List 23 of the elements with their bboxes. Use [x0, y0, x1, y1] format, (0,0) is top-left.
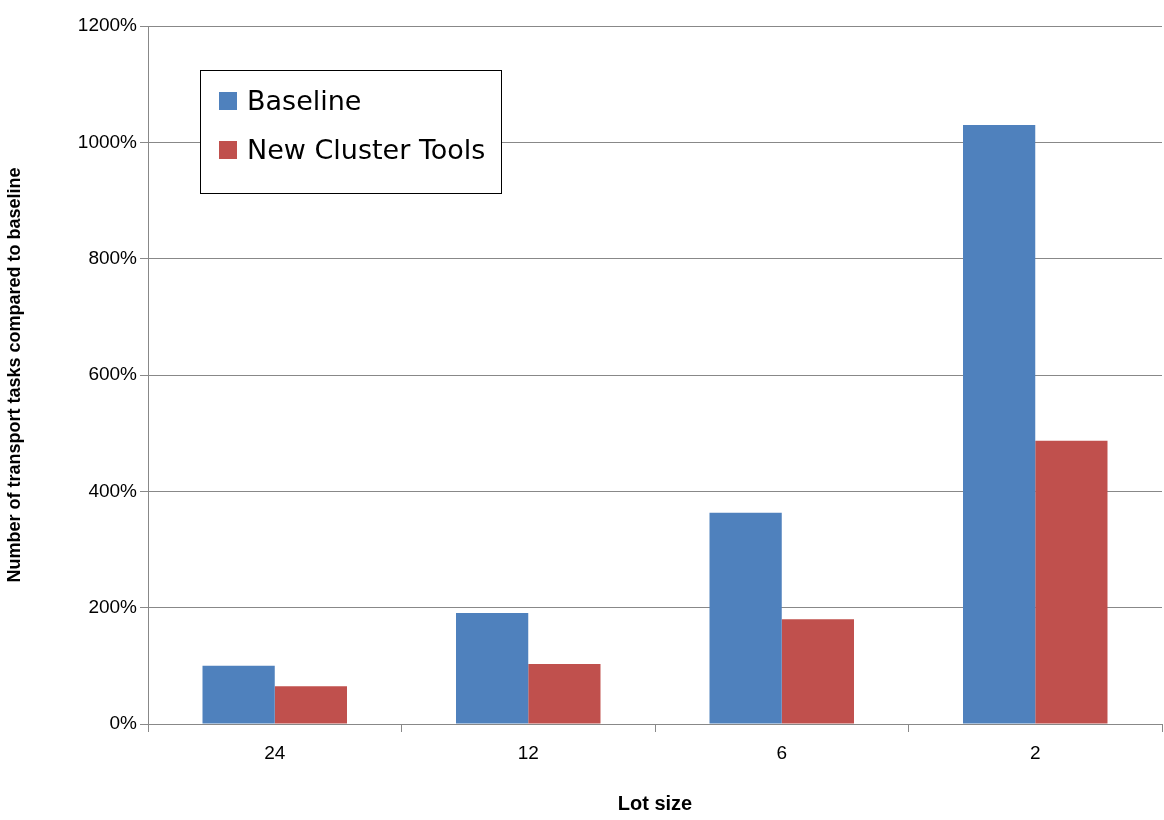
y-tick-label: 1200% — [77, 14, 138, 36]
bar — [274, 686, 347, 724]
x-axis-title: Lot size — [617, 791, 693, 814]
bar — [202, 665, 275, 724]
legend-label: Baseline — [247, 85, 362, 116]
x-tick-label: 24 — [264, 741, 286, 763]
bar — [781, 619, 854, 724]
y-axis-title: Number of transport tasks compared to baseline — [3, 167, 24, 583]
y-tick-label: 1000% — [77, 130, 138, 152]
y-tick-label: 0% — [109, 712, 138, 734]
y-tick-label: 800% — [88, 246, 138, 268]
x-tick-label: 6 — [776, 741, 788, 763]
x-tick-label: 2 — [1029, 741, 1041, 763]
bar — [456, 612, 529, 724]
y-tick-label: 400% — [88, 479, 138, 501]
y-tick-label: 200% — [88, 595, 138, 617]
bar — [709, 512, 782, 724]
bar — [528, 664, 601, 724]
legend-label: New Cluster Tools — [247, 134, 486, 165]
bar — [1035, 440, 1108, 724]
y-tick-label: 600% — [88, 363, 138, 385]
bar — [963, 124, 1036, 724]
x-tick-label: 12 — [517, 741, 539, 763]
